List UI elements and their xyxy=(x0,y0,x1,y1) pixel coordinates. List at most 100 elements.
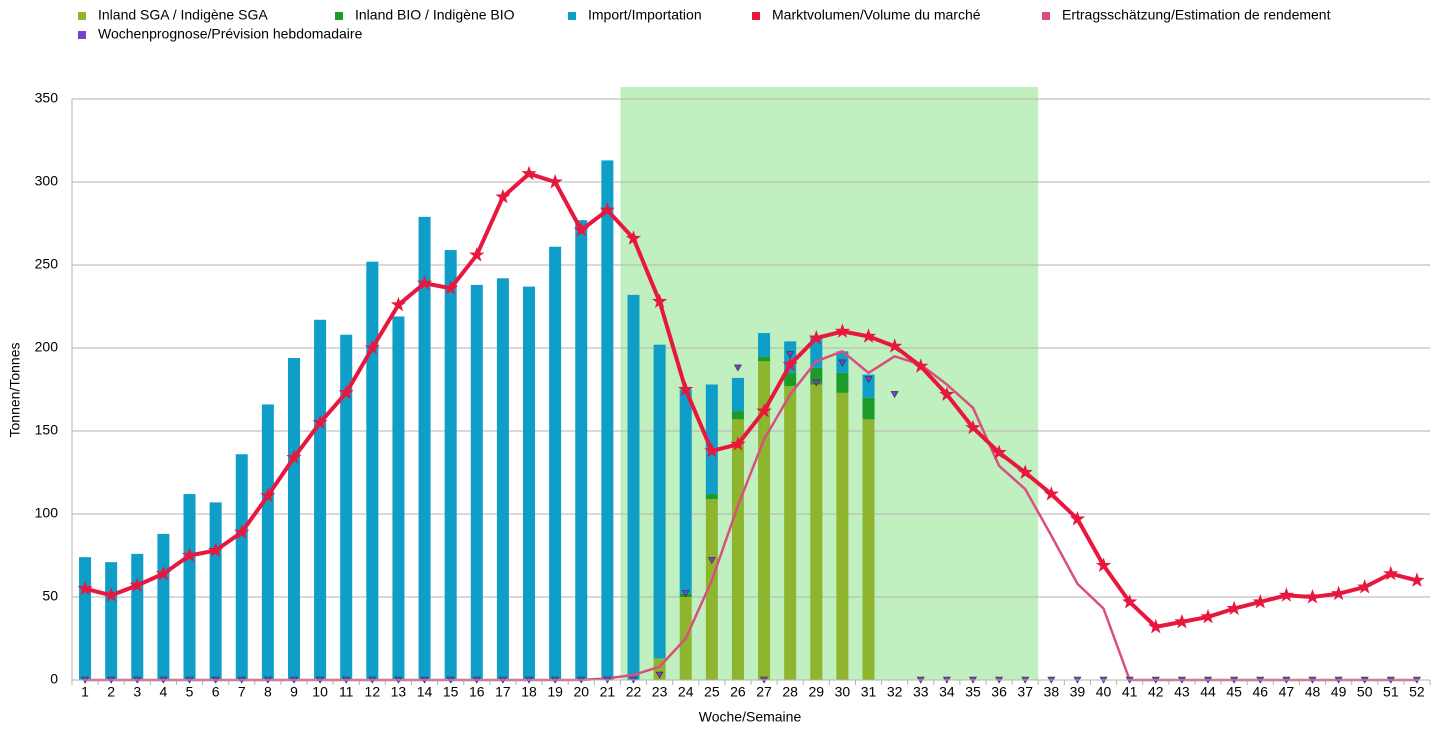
triangle-marker xyxy=(786,351,795,359)
legend-swatch xyxy=(1042,12,1050,20)
bar xyxy=(810,384,823,680)
star-marker xyxy=(834,323,850,338)
star-marker xyxy=(1357,579,1373,594)
star-marker xyxy=(155,565,171,581)
star-marker xyxy=(704,442,720,458)
star-marker xyxy=(208,542,224,557)
y-axis-label: Tonnen/Tonnes xyxy=(7,343,23,438)
x-tick-label: 50 xyxy=(1357,684,1373,700)
bar xyxy=(705,384,718,495)
bar xyxy=(731,419,744,680)
triangle-marker xyxy=(890,391,899,399)
star-marker xyxy=(782,356,798,372)
x-tick-label: 4 xyxy=(160,684,168,700)
x-tick-label: 32 xyxy=(887,684,903,700)
bar xyxy=(784,386,797,680)
legend-label: Inland BIO / Indigène BIO xyxy=(355,7,515,23)
x-tick-label: 20 xyxy=(573,684,589,700)
x-tick-label: 28 xyxy=(782,684,798,700)
star-marker xyxy=(312,414,328,430)
bar xyxy=(653,344,666,659)
x-tick-label: 42 xyxy=(1148,684,1164,700)
star-marker xyxy=(1383,565,1399,581)
star-marker xyxy=(1148,618,1164,634)
x-tick-label: 30 xyxy=(835,684,851,700)
x-tick-label: 15 xyxy=(443,684,459,700)
star-marker xyxy=(678,381,694,396)
bar xyxy=(627,294,640,680)
star-marker xyxy=(808,330,824,345)
x-tick-label: 44 xyxy=(1200,684,1216,700)
bar xyxy=(758,356,771,362)
bar xyxy=(601,160,614,681)
triangle-marker xyxy=(864,376,873,384)
x-tick-label: 51 xyxy=(1383,684,1399,700)
legend-label: Ertragsschätzung/Estimation de rendement xyxy=(1062,7,1331,23)
star-marker xyxy=(495,188,511,204)
star-marker xyxy=(756,403,772,418)
star-marker xyxy=(234,524,250,539)
bar xyxy=(366,261,379,680)
y-tick-label: 250 xyxy=(35,256,59,272)
bar xyxy=(862,397,875,420)
star-marker xyxy=(652,293,668,308)
bar xyxy=(470,284,483,680)
star-marker xyxy=(338,384,354,400)
bar xyxy=(209,502,222,680)
triangle-marker xyxy=(655,671,664,679)
x-tick-label: 13 xyxy=(391,684,407,700)
star-marker xyxy=(1017,464,1033,479)
bar xyxy=(183,494,196,680)
star-marker xyxy=(1174,613,1190,629)
bar xyxy=(784,372,797,387)
bar xyxy=(131,553,144,680)
x-tick-label: 31 xyxy=(861,684,877,700)
y-tick-label: 100 xyxy=(35,505,59,521)
star-marker xyxy=(1278,587,1294,602)
bar xyxy=(575,220,588,680)
x-tick-label: 37 xyxy=(1017,684,1033,700)
x-tick-label: 48 xyxy=(1305,684,1321,700)
bar xyxy=(758,361,771,680)
legend-swatch xyxy=(568,12,576,20)
x-tick-label: 29 xyxy=(808,684,824,700)
bar xyxy=(836,372,849,393)
y-tick-label: 150 xyxy=(35,422,59,438)
star-marker xyxy=(364,340,380,355)
x-tick-label: 26 xyxy=(730,684,746,700)
star-marker xyxy=(913,358,929,373)
x-tick-label: 9 xyxy=(290,684,298,700)
bar xyxy=(758,333,771,357)
bar xyxy=(444,250,457,680)
x-tick-label: 12 xyxy=(365,684,381,700)
triangle-marker xyxy=(733,364,742,372)
x-tick-label: 38 xyxy=(1044,684,1060,700)
x-tick-label: 40 xyxy=(1096,684,1112,700)
x-tick-label: 6 xyxy=(212,684,220,700)
triangle-marker xyxy=(707,557,716,565)
bar xyxy=(105,562,118,680)
x-tick-label: 47 xyxy=(1279,684,1295,700)
x-tick-label: 27 xyxy=(756,684,772,700)
x-tick-label: 14 xyxy=(417,684,433,700)
star-marker xyxy=(573,222,589,237)
x-tick-label: 1 xyxy=(81,684,89,700)
bar xyxy=(731,377,744,412)
triangle-marker xyxy=(812,379,821,387)
x-tick-label: 7 xyxy=(238,684,246,700)
bar xyxy=(340,334,353,680)
x-tick-label: 2 xyxy=(107,684,115,700)
x-tick-label: 46 xyxy=(1252,684,1268,700)
star-marker xyxy=(181,547,198,562)
star-marker xyxy=(887,338,903,353)
bar xyxy=(392,316,405,680)
bar xyxy=(496,278,509,680)
triangle-marker xyxy=(838,359,847,367)
star-marker xyxy=(991,444,1007,460)
bar xyxy=(679,389,692,594)
star-marker xyxy=(599,202,615,217)
x-tick-label: 52 xyxy=(1409,684,1425,700)
x-tick-label: 10 xyxy=(312,684,328,700)
legend-label: Import/Importation xyxy=(588,7,702,23)
